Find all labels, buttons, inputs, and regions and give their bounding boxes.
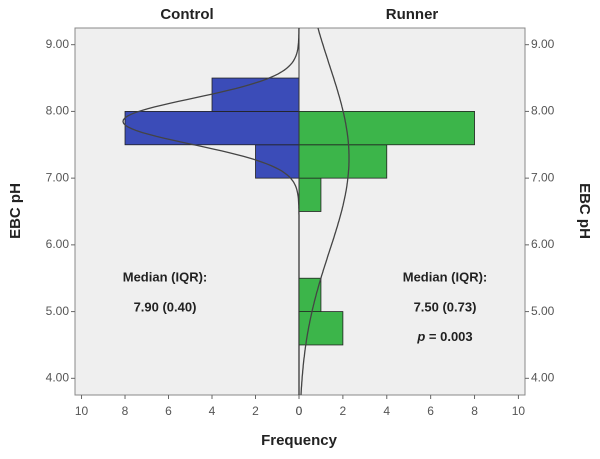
x-tick-label: 2 [252, 404, 259, 418]
y-axis-label: EBC pH [7, 183, 24, 239]
y-tick-label: 8.00 [46, 104, 70, 118]
x-tick-label: 4 [383, 404, 390, 418]
bar [298, 277, 322, 312]
x-tick-label: 0 [296, 404, 303, 418]
bar [255, 144, 300, 179]
panel-title: Control [160, 6, 213, 23]
annotation: p = 0.003 [416, 329, 472, 344]
normal-curve [300, 27, 350, 396]
bar [298, 144, 388, 179]
annotation: 7.50 (0.73) [414, 299, 477, 314]
y-tick-label: 5.00 [46, 304, 70, 318]
x-tick-label: 8 [122, 404, 129, 418]
x-tick-label: 8 [471, 404, 478, 418]
annotation: 7.90 (0.40) [134, 299, 197, 314]
annotation: Median (IQR): [403, 269, 488, 284]
bar [298, 177, 322, 212]
bar [298, 111, 475, 146]
y-tick-label-right: 9.00 [531, 37, 555, 51]
x-tick-label: 0 [296, 404, 303, 418]
y-tick-label: 7.00 [46, 170, 70, 184]
x-tick-label: 10 [75, 404, 89, 418]
y-tick-label-right: 8.00 [531, 104, 555, 118]
y-tick-label: 9.00 [46, 37, 70, 51]
x-tick-label: 10 [512, 404, 526, 418]
x-tick-label: 2 [340, 404, 347, 418]
y-tick-label: 4.00 [46, 370, 70, 384]
annotation: Median (IQR): [123, 269, 208, 284]
bar [211, 77, 300, 112]
y-tick-label-right: 4.00 [531, 370, 555, 384]
x-tick-label: 6 [427, 404, 434, 418]
panel-title: Runner [386, 6, 439, 23]
y-tick-label-right: 7.00 [531, 170, 555, 184]
bar [124, 111, 300, 146]
x-tick-label: 4 [209, 404, 216, 418]
x-axis-label: Frequency [261, 432, 338, 449]
x-tick-label: 6 [165, 404, 172, 418]
y-tick-label: 6.00 [46, 237, 70, 251]
y-axis-label-right: EBC pH [576, 183, 593, 239]
bar [298, 311, 344, 346]
y-tick-label-right: 5.00 [531, 304, 555, 318]
y-tick-label-right: 6.00 [531, 237, 555, 251]
annotation-italic: p [416, 329, 425, 344]
annotation-rest: = 0.003 [425, 329, 472, 344]
